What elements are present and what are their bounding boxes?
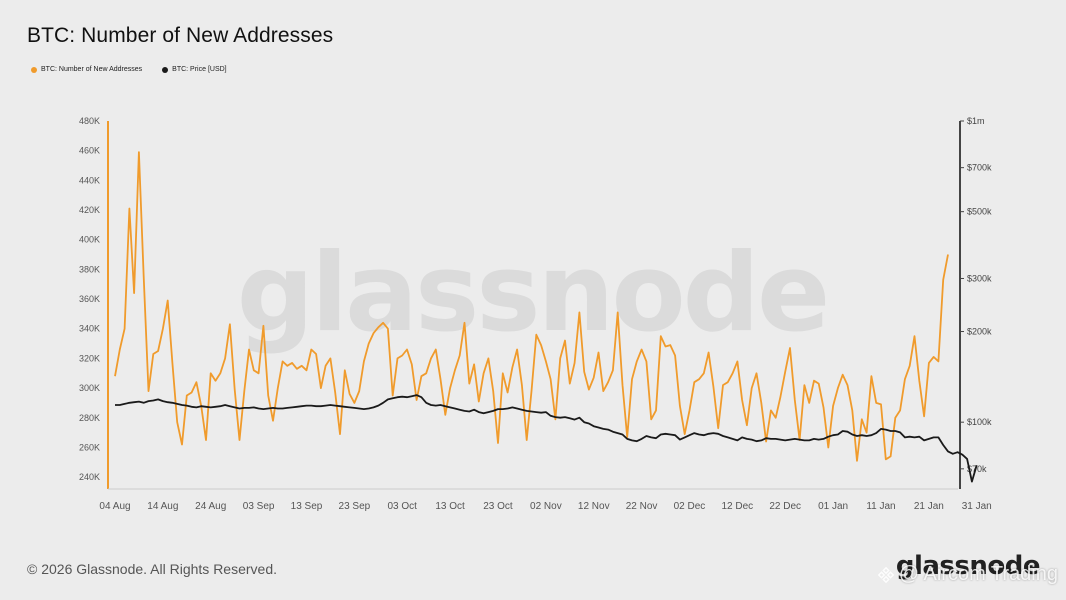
legend: BTC: Number of New Addresses BTC: Price …	[31, 66, 227, 73]
y-right-tick-label: $300k	[967, 273, 992, 283]
x-tick-label: 02 Nov	[530, 501, 562, 512]
legend-dot-new-addresses	[31, 66, 37, 73]
y-left-tick-label: 300K	[79, 383, 100, 393]
binance-diamond-icon	[877, 566, 894, 583]
legend-label-price: BTC: Price [USD]	[172, 66, 227, 73]
x-tick-label: 23 Sep	[339, 501, 371, 512]
x-tick-label: 23 Oct	[483, 501, 513, 512]
y-right-tick-label: $500k	[967, 207, 992, 217]
y-left-tick-label: 280K	[79, 413, 100, 423]
series-line-price	[115, 394, 978, 483]
legend-dot-price	[162, 66, 169, 73]
y-left-tick-label: 400K	[79, 235, 100, 245]
x-tick-label: 04 Aug	[99, 501, 130, 512]
overlay-credit: @ Aircom Trading	[877, 563, 1058, 586]
y-right-tick-label: $100k	[967, 417, 992, 427]
x-tick-label: 14 Aug	[147, 501, 178, 512]
y-left-tick-label: 420K	[79, 205, 100, 215]
x-tick-label: 21 Jan	[914, 501, 944, 512]
watermark: glassnode	[237, 231, 827, 356]
legend-label-new-addresses: BTC: Number of New Addresses	[41, 66, 143, 73]
x-tick-label: 24 Aug	[195, 501, 226, 512]
x-tick-label: 13 Oct	[435, 501, 465, 512]
x-tick-label: 03 Sep	[243, 501, 275, 512]
y-left-tick-label: 460K	[79, 146, 100, 156]
y-right-tick-label: $700k	[967, 163, 992, 173]
y-left-tick-label: 340K	[79, 324, 100, 334]
x-tick-label: 01 Jan	[818, 501, 848, 512]
y-left-tick-label: 440K	[79, 175, 100, 185]
x-tick-label: 12 Nov	[578, 501, 610, 512]
brand-logo: glassnode	[895, 551, 1041, 581]
x-tick-label: 22 Nov	[626, 501, 658, 512]
y-left-tick-label: 320K	[79, 353, 100, 363]
legend-item-new-addresses[interactable]: BTC: Number of New Addresses	[31, 66, 142, 73]
x-tick-label: 13 Sep	[291, 501, 323, 512]
y-left-tick-label: 380K	[79, 264, 100, 274]
series-line-new-addresses	[114, 151, 949, 462]
y-left-tick-label: 240K	[79, 472, 100, 482]
chart-title: BTC: Number of New Addresses	[27, 24, 334, 47]
x-tick-label: 03 Oct	[388, 501, 418, 512]
x-tick-label: 12 Dec	[722, 501, 754, 512]
y-left-tick-label: 480K	[79, 116, 100, 126]
x-tick-label: 22 Dec	[769, 501, 801, 512]
overlay-credit-text: @ Aircom Trading	[898, 563, 1058, 585]
copyright-footer: © 2026 Glassnode. All Rights Reserved.	[27, 561, 278, 577]
y-left-tick-label: 260K	[79, 442, 100, 452]
y-right-tick-label: $70k	[967, 464, 987, 474]
x-tick-label: 31 Jan	[962, 501, 992, 512]
x-tick-label: 02 Dec	[674, 501, 706, 512]
legend-item-price[interactable]: BTC: Price [USD]	[162, 66, 227, 73]
x-tick-label: 11 Jan	[866, 501, 895, 512]
y-right-tick-label: $1m	[967, 116, 985, 126]
y-left-tick-label: 360K	[79, 294, 100, 304]
y-right-tick-label: $200k	[967, 327, 992, 337]
